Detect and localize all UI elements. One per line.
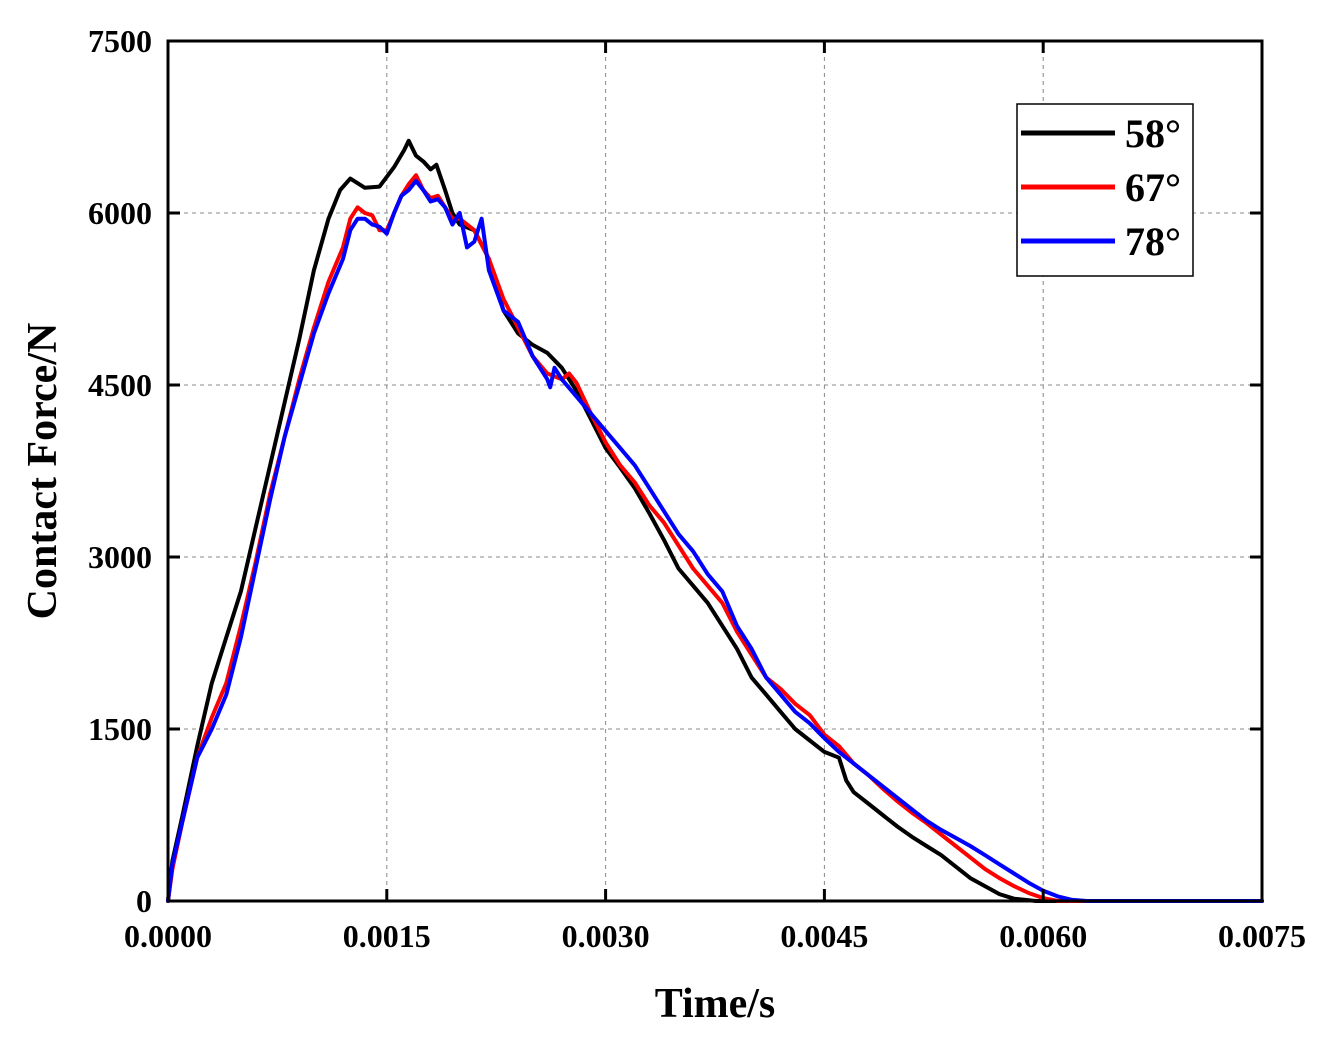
legend-label: 58° <box>1125 111 1181 156</box>
x-tick-label: 0.0015 <box>343 918 431 954</box>
grid <box>168 41 1262 901</box>
legend-label: 78° <box>1125 219 1181 264</box>
x-tick-label: 0.0045 <box>780 918 868 954</box>
x-tick-label: 0.0000 <box>124 918 212 954</box>
ticks: 0.0000 0.0015 0.0030 0.0045 0.0060 0.0075 0 150… <box>88 23 1306 954</box>
series-group <box>166 138 1264 903</box>
plot-frame <box>166 39 1264 903</box>
series-line-1 <box>166 138 1264 903</box>
y-axis-title: Contact Force/N <box>20 323 66 620</box>
legend-label: 67° <box>1125 165 1181 210</box>
x-axis-title: Time/s <box>655 981 776 1027</box>
x-tick-label: 0.0030 <box>562 918 650 954</box>
y-tick-label: 4500 <box>88 367 152 403</box>
legend: 58° 67° 78° <box>1016 103 1194 277</box>
y-tick-label: 7500 <box>88 23 152 59</box>
y-tick-label: 3000 <box>88 539 152 575</box>
y-tick-label: 1500 <box>88 711 152 747</box>
y-tick-label: 6000 <box>88 195 152 231</box>
x-tick-label: 0.0060 <box>999 918 1087 954</box>
series-line-3 <box>166 178 1264 903</box>
x-tick-label: 0.0075 <box>1218 918 1306 954</box>
y-tick-label: 0 <box>136 883 152 919</box>
